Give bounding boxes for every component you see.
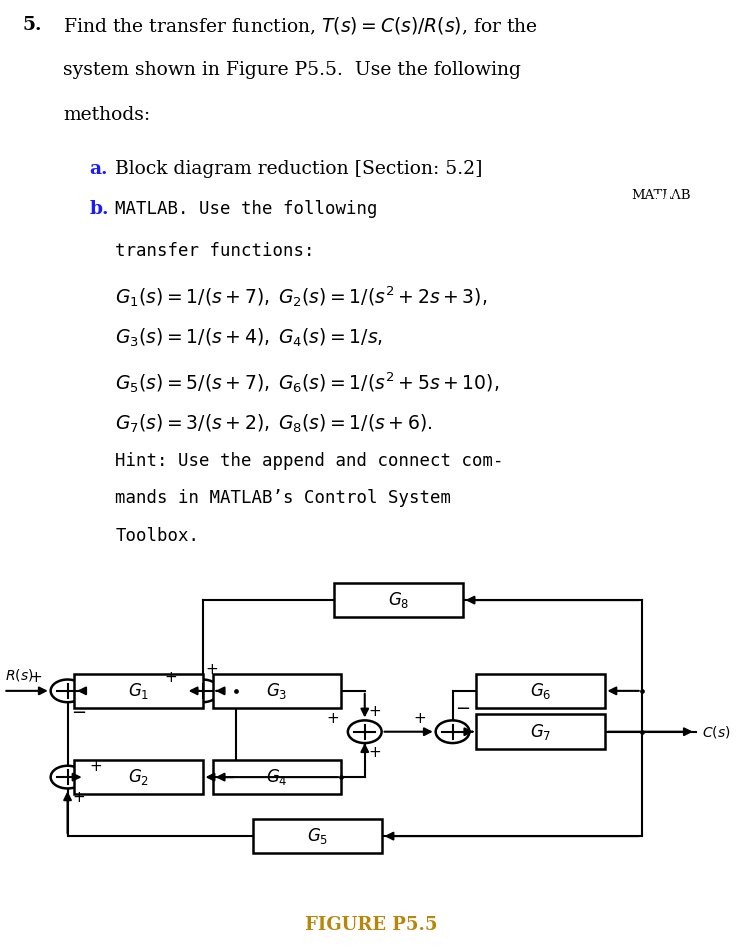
Text: $G_3(s) = 1/(s+4),\;G_4(s) = 1/s,$: $G_3(s) = 1/(s+4),\;G_4(s) = 1/s,$ (115, 327, 383, 350)
Text: $G_5$: $G_5$ (307, 826, 328, 846)
Text: system shown in Figure P5.5.  Use the following: system shown in Figure P5.5. Use the fol… (63, 61, 521, 79)
Text: Find the transfer function, $T(s) = C(s)/R(s)$, for the: Find the transfer function, $T(s) = C(s)… (63, 16, 538, 37)
Circle shape (435, 720, 470, 743)
Text: +: + (369, 745, 382, 760)
Text: Hint: Use the append and connect com-: Hint: Use the append and connect com- (115, 452, 504, 470)
Text: $G_6$: $G_6$ (530, 681, 551, 701)
Text: ML: ML (655, 193, 686, 218)
Circle shape (51, 679, 85, 702)
Circle shape (51, 766, 85, 788)
Text: $G_1(s) = 1/(s+7),\;G_2(s) = 1/(s^2+2s+3),$: $G_1(s) = 1/(s+7),\;G_2(s) = 1/(s^2+2s+3… (115, 285, 487, 310)
Text: +: + (30, 671, 42, 685)
Bar (212, 760, 341, 794)
Text: b.: b. (89, 200, 108, 218)
Text: $G_3$: $G_3$ (266, 681, 288, 701)
Bar (212, 674, 341, 708)
Text: +: + (414, 712, 426, 726)
Text: $G_7$: $G_7$ (530, 722, 551, 742)
Text: −: − (455, 700, 470, 718)
Text: +: + (164, 671, 178, 685)
Text: $C(s)$: $C(s)$ (702, 724, 731, 740)
Text: a.: a. (89, 160, 108, 178)
Text: Toolbox.: Toolbox. (115, 526, 199, 544)
Text: mands in MATLAB’s Control System: mands in MATLAB’s Control System (115, 489, 451, 507)
Text: Block diagram reduction [Section: 5.2]: Block diagram reduction [Section: 5.2] (115, 160, 483, 178)
Text: +: + (89, 759, 102, 774)
Bar (476, 714, 605, 749)
Text: $G_5(s) = 5/(s+7),\;G_6(s) = 1/(s^2+5s+10),$: $G_5(s) = 5/(s+7),\;G_6(s) = 1/(s^2+5s+1… (115, 370, 499, 394)
Text: MATLAB: MATLAB (632, 189, 691, 201)
Text: −: − (71, 705, 86, 723)
Text: FIGURE P5.5: FIGURE P5.5 (305, 916, 438, 934)
Text: transfer functions:: transfer functions: (115, 242, 315, 260)
Text: methods:: methods: (63, 106, 150, 124)
Text: +: + (369, 704, 382, 718)
Bar (334, 583, 463, 618)
Text: MATLAB. Use the following: MATLAB. Use the following (115, 200, 377, 218)
Bar (74, 760, 203, 794)
Bar (74, 674, 203, 708)
Text: $G_1$: $G_1$ (128, 681, 149, 701)
Text: 5.: 5. (22, 16, 42, 34)
Text: $G_4$: $G_4$ (266, 767, 288, 788)
Text: +: + (205, 662, 218, 677)
Circle shape (348, 720, 382, 743)
Text: $G_8$: $G_8$ (388, 590, 409, 610)
Bar (476, 674, 605, 708)
Text: $R(s)$: $R(s)$ (4, 667, 33, 683)
Text: $G_7(s) = 3/(s+2),\;G_8(s) = 1/(s+6).$: $G_7(s) = 3/(s+2),\;G_8(s) = 1/(s+6).$ (115, 412, 432, 434)
Text: $G_2$: $G_2$ (128, 767, 149, 788)
Circle shape (186, 679, 219, 702)
Bar (253, 819, 382, 853)
Text: +: + (326, 712, 339, 726)
Text: +: + (72, 790, 85, 806)
